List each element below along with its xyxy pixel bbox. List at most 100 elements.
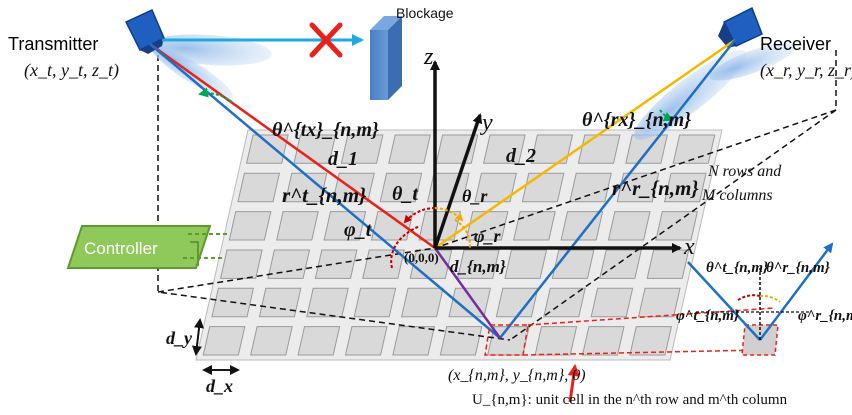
unit-cell [219,249,263,279]
dnm-line [433,247,502,339]
unit-cell [340,134,384,164]
axes [430,60,682,253]
unit-cell [672,134,716,164]
unit-cell [258,287,302,318]
theta-tx-arc [198,87,233,103]
unit-cell [637,287,681,318]
dnm-label: d_{n,m} [450,257,506,276]
theta-rx-label: θ^{rx}_{n,m} [582,109,691,131]
controller-arrows [183,233,228,266]
phi-t-label: φ_t [344,219,373,241]
unit-cell [607,211,651,241]
dy-label: d_y [166,328,193,348]
unit-cell [267,249,311,279]
unit-cell [297,326,341,356]
dx-dy-indicators [191,318,240,375]
unit-cell [392,326,436,356]
receiver-label: Receiver [760,34,831,54]
cell-coords-label: (x_{n,m}, y_{n,m}, 0) [448,367,586,384]
receiver-beam [633,43,795,140]
unit-cell [439,326,483,356]
projection-lines [157,45,837,341]
inset-reflection-detail [687,242,834,356]
blockage-label: Blockage [396,5,454,21]
blockage-box [370,16,402,100]
phi-r-arc [454,219,472,249]
d1-label: d_1 [328,148,358,170]
unit-cell [482,134,526,164]
cols-label: M columns [701,187,773,204]
axis-y-label: y [480,110,493,136]
ris-surface [195,129,723,361]
unit-cell [504,249,548,279]
pointer-arrow [567,364,580,403]
unit-cell [323,211,367,241]
unit-cell [379,172,423,203]
axis-z-label: z [423,44,434,70]
unit-cell [400,287,444,318]
origin-label: (0,0,0) [404,250,439,265]
unit-cell [276,211,319,241]
receiver-antenna-icon [718,6,763,48]
unit-cell [228,211,272,241]
theta-r-arc [434,207,464,222]
axis-x-label: x [683,234,695,260]
unit-cell-highlight [484,307,776,356]
unit-cell [513,211,556,241]
unit-cell [495,287,539,318]
unit-cell [581,326,625,356]
d1-line [149,42,436,250]
controller-box [66,225,212,269]
r-r-line [499,39,736,339]
unit-cell [353,287,397,318]
unit-cell [284,172,328,203]
theta-t-label: θ_t [392,183,419,205]
unit-cell [560,211,604,241]
unit-cell [590,287,634,318]
theta-t-arc [403,207,436,224]
unit-cell [521,172,565,203]
rows-label: N rows and [707,163,782,180]
r-t-label: r^t_{n,m} [282,183,367,207]
theta-tx-label: θ^{tx}_{n,m} [272,119,379,141]
receiver-coords: (x_r, y_r, z_r) [760,60,852,81]
unit-cell-description: U_{n,m}: unit cell in the n^th row and m… [472,392,788,408]
d2-line [434,38,736,250]
unit-cell [629,326,673,356]
transmitter-label: Transmitter [8,34,98,54]
unit-cell [474,172,518,203]
unit-cell [616,172,660,203]
unit-cell [530,134,574,164]
r-r-label: r^r_{n,m} [612,176,699,200]
unit-cell-grid [202,134,716,356]
unit-cell [202,326,246,356]
phi-r-label: φ_r [474,226,502,246]
dx-label: d_x [206,376,233,396]
unit-cell [599,249,642,279]
unit-cell [362,249,405,279]
unit-cell [293,134,337,164]
theta-rx-arc [659,109,674,122]
controller-label: Controller [84,239,158,258]
unit-cell [332,172,375,203]
unit-cell [655,211,699,241]
unit-cell [237,172,281,203]
d2-label: d_2 [506,145,536,167]
phi-t-arc [390,225,421,269]
transmitter-coords: (x_t, y_t, z_t) [24,60,119,81]
unit-cell [388,134,431,164]
unit-cell [569,172,612,203]
theta-r-label: θ_r [462,186,488,206]
inset-phi-t-label: φ^t_{n,m} [676,308,740,324]
transmitter-antenna-icon [124,8,165,54]
unit-cell [534,326,578,356]
inset-theta-t-label: θ^t_{n,m} [706,260,769,276]
unit-cell [577,134,621,164]
unit-cell [344,326,388,356]
unit-cell [250,326,293,356]
unit-cell [663,172,707,203]
inset-phi-r-label: φ^r_{n,m} [798,308,852,324]
inset-theta-r-label: θ^r_{n,m} [766,260,831,276]
blocked-x-icon [309,22,343,58]
